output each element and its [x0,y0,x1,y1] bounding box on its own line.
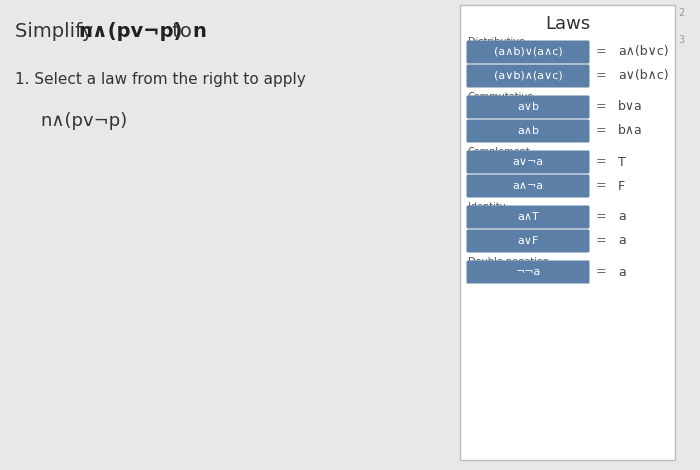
Text: =: = [596,180,607,193]
Text: a: a [618,235,626,248]
FancyBboxPatch shape [466,205,589,228]
Text: =: = [596,46,607,58]
Text: a∧T: a∧T [517,212,539,222]
Text: a∨¬a: a∨¬a [512,157,544,167]
Text: =: = [596,235,607,248]
Text: =: = [596,211,607,224]
Text: F: F [618,180,625,193]
Text: =: = [596,156,607,169]
Text: a∧b: a∧b [517,126,539,136]
Text: Complement: Complement [468,147,531,157]
Text: ¬¬a: ¬¬a [515,267,540,277]
Text: a∧¬a: a∧¬a [512,181,544,191]
Text: Commutative: Commutative [468,92,534,102]
Text: =: = [596,101,607,113]
Text: 2: 2 [678,8,685,18]
Text: b∧a: b∧a [618,125,643,138]
Text: 1. Select a law from the right to apply: 1. Select a law from the right to apply [15,72,306,87]
Text: a∨b: a∨b [517,102,539,112]
FancyBboxPatch shape [466,229,589,252]
Text: Laws: Laws [545,15,590,33]
Text: a: a [618,266,626,279]
Text: Double negation: Double negation [468,257,549,267]
Text: Simplify: Simplify [15,22,99,41]
Text: a∧(b∨c): a∧(b∨c) [618,46,668,58]
Text: to: to [166,22,198,41]
FancyBboxPatch shape [466,260,589,283]
FancyBboxPatch shape [466,64,589,87]
FancyBboxPatch shape [466,40,589,63]
Text: a: a [618,211,626,224]
FancyBboxPatch shape [466,119,589,142]
Text: (a∧b)∨(a∧c): (a∧b)∨(a∧c) [494,47,562,57]
Text: b∨a: b∨a [618,101,643,113]
Text: (a∨b)∧(a∨c): (a∨b)∧(a∨c) [494,71,562,81]
Text: a∨F: a∨F [517,236,539,246]
Text: n: n [192,22,206,41]
Text: =: = [596,125,607,138]
Text: n∧(pv¬p): n∧(pv¬p) [78,22,183,41]
FancyBboxPatch shape [466,150,589,173]
Text: n∧(pv¬p): n∧(pv¬p) [40,112,127,130]
FancyBboxPatch shape [466,174,589,197]
Text: =: = [596,266,607,279]
Text: =: = [596,70,607,83]
Text: 3: 3 [678,35,684,45]
Text: a∨(b∧c): a∨(b∧c) [618,70,668,83]
Text: Identity: Identity [468,202,505,212]
FancyBboxPatch shape [466,95,589,118]
Text: Distributive: Distributive [468,37,525,47]
FancyBboxPatch shape [460,5,675,460]
Text: T: T [618,156,626,169]
